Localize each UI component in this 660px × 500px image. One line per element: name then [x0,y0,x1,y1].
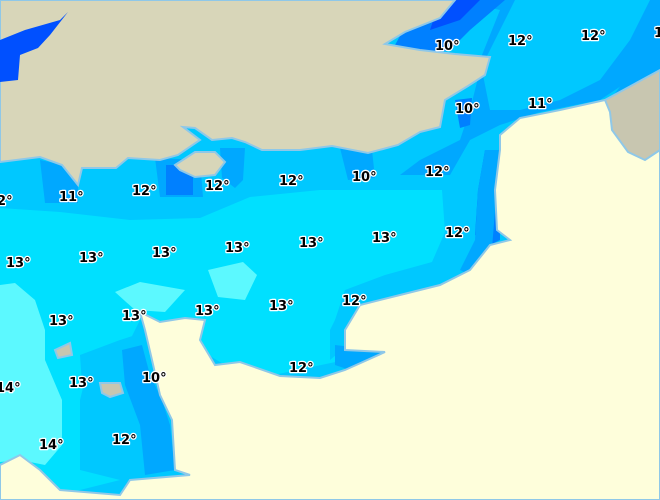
temp-label: 12° [205,179,230,194]
zone-11-french-coast [460,150,500,275]
isle-of-wight [173,151,227,179]
temp-label: 10° [455,102,480,117]
land-belgium [603,68,660,162]
temp-label: 10° [142,371,167,386]
zone-14-patch [208,262,257,300]
temp-label: 13° [49,314,74,329]
island-guernsey [53,341,74,360]
temp-label: 10° [352,170,377,185]
zone-11-north-east [400,0,660,175]
zone-11-cotentin [122,345,175,475]
temp-label: 13° [6,256,31,271]
land-france [0,90,660,500]
land-england [0,0,492,188]
zone-14-west [0,283,62,465]
temp-label: 12° [112,433,137,448]
temp-label: 13° [372,231,397,246]
temp-label: 13° [225,241,250,256]
zone-10-patch [455,98,472,128]
temp-label: 13° [195,304,220,319]
temp-label: 10° [435,39,460,54]
zone-13 [0,190,445,500]
temp-label: 13° [269,299,294,314]
temp-label: 11° [59,190,84,205]
temp-label: 13° [299,236,324,251]
temp-label: 12° [132,184,157,199]
temp-label: 13° [152,246,177,261]
estuary-severn [0,0,80,82]
zone-14-patch [115,282,185,312]
temp-label: 12° [342,294,367,309]
temp-label: 14° [39,438,64,453]
temp-label: 12° [279,174,304,189]
zone-11-patch [220,148,245,188]
temp-label: 12° [508,34,533,49]
temp-label: 12° [425,165,450,180]
temp-label: 12° [0,194,13,209]
temp-label: 1 [654,26,660,41]
island-jersey [98,382,125,399]
temp-label: 11° [528,97,553,112]
temperature-labels: 12° 11° 12° 12° 12° 10° 12° 10° 12° 12° … [0,25,660,455]
temp-label: 13° [122,309,147,324]
temp-label: 12° [289,361,314,376]
temp-label: 13° [69,376,94,391]
temp-label: 12° [445,226,470,241]
zone-11-patch [340,148,375,180]
temp-label: 12° [581,29,606,44]
temp-label: 13° [79,251,104,266]
temp-label: 14° [0,381,21,396]
